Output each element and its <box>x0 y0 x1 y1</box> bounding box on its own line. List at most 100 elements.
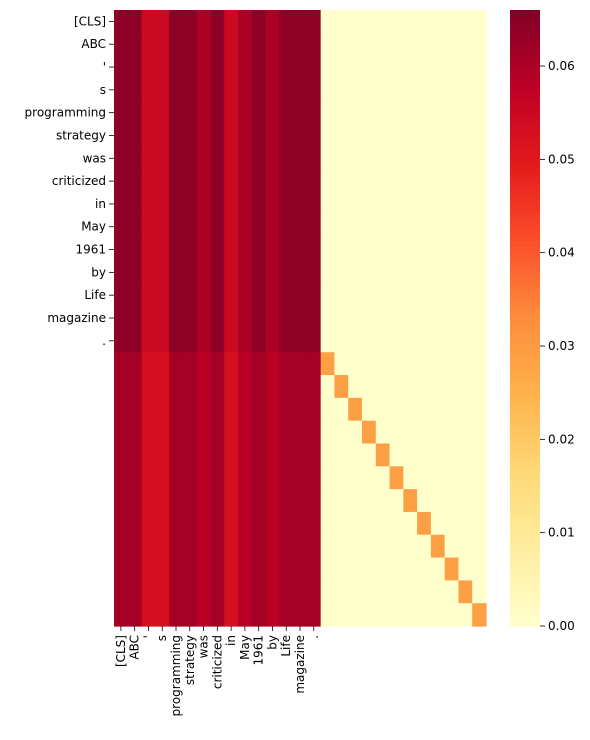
heatmap-cell <box>224 10 239 34</box>
heatmap-cell <box>334 124 349 148</box>
heatmap-cell <box>182 238 198 262</box>
heatmap-cell <box>362 32 377 57</box>
colorbar-segment <box>510 40 540 47</box>
heatmap-cell <box>155 260 170 285</box>
heatmap-cell <box>375 124 391 148</box>
heatmap-cell <box>265 10 280 34</box>
colorbar-segment <box>510 71 540 78</box>
heatmap-cell <box>403 32 418 57</box>
heatmap-cell <box>389 169 404 194</box>
heatmap-cell <box>224 375 239 399</box>
heatmap-cell <box>472 306 487 330</box>
heatmap-cell <box>210 306 225 330</box>
heatmap-cell <box>320 215 336 239</box>
heatmap-cell <box>375 534 391 559</box>
heatmap-cell <box>114 534 129 559</box>
heatmap-cell <box>127 146 143 171</box>
heatmap-cell <box>430 329 446 353</box>
heatmap-cell <box>375 375 391 399</box>
colorbar-segment <box>510 410 540 417</box>
heatmap-cell <box>141 580 156 604</box>
colorbar-segment <box>510 56 540 62</box>
heatmap-cell <box>127 466 143 490</box>
heatmap-cell <box>251 192 267 216</box>
heatmap-cell <box>141 489 156 513</box>
colorbar-segment <box>510 92 540 98</box>
colorbar-segment <box>510 287 540 293</box>
colorbar-tick-label: 0.06 <box>548 59 575 73</box>
heatmap-cell <box>210 534 225 559</box>
heatmap-cell <box>348 238 363 262</box>
heatmap-cell <box>334 55 349 80</box>
heatmap-cell <box>375 489 391 513</box>
x-tick-labels: [CLS] ABC ' s programming strategy was criticiz… <box>114 626 321 716</box>
heatmap-cell <box>362 534 377 559</box>
heatmap-cell <box>114 215 129 239</box>
heatmap-cell <box>141 534 156 559</box>
heatmap-cell <box>306 557 322 581</box>
heatmap-cell <box>114 10 129 34</box>
heatmap-cell <box>155 420 170 445</box>
heatmap-cell <box>403 124 418 148</box>
heatmap-cell <box>224 352 239 376</box>
colorbar-segment <box>510 425 540 432</box>
heatmap-cell <box>196 443 212 467</box>
heatmap-cell <box>155 124 170 148</box>
heatmap-cell <box>155 32 170 57</box>
heatmap-cell <box>472 443 487 467</box>
heatmap-cell <box>155 489 170 513</box>
heatmap-cell <box>114 283 129 308</box>
heatmap-cell <box>417 466 432 490</box>
heatmap-cell <box>265 146 280 171</box>
heatmap-cell <box>169 146 184 171</box>
heatmap-cell <box>182 10 198 34</box>
colorbar-segment <box>510 497 540 504</box>
heatmap-cell <box>196 306 212 330</box>
heatmap-cell <box>320 101 336 125</box>
heatmap-cell <box>430 557 446 581</box>
heatmap-cell <box>251 489 267 513</box>
heatmap-cell <box>362 443 377 467</box>
heatmap-cell <box>182 169 198 194</box>
heatmap-cell <box>458 329 473 353</box>
heatmap-cell <box>251 557 267 581</box>
heatmap-cell <box>210 466 225 490</box>
heatmap-cell <box>375 329 391 353</box>
heatmap-cell <box>362 192 377 216</box>
colorbar-segment <box>510 513 540 519</box>
heatmap-cell <box>182 397 198 422</box>
heatmap-cell <box>458 215 473 239</box>
heatmap-cell <box>430 352 446 376</box>
colorbar-segment <box>510 174 540 180</box>
colorbar-segment <box>510 595 540 601</box>
heatmap-cell <box>389 580 404 604</box>
heatmap-cell <box>334 283 349 308</box>
heatmap-cell <box>320 420 336 445</box>
heatmap-cell <box>375 511 391 536</box>
colorbar-segment <box>510 302 540 309</box>
heatmap-cell <box>114 489 129 513</box>
heatmap-cell <box>348 557 363 581</box>
heatmap-cell <box>265 283 280 308</box>
heatmap-cell <box>375 306 391 330</box>
heatmap-cell <box>182 260 198 285</box>
x-tick-label: ' <box>141 635 155 638</box>
heatmap-cell <box>141 603 156 627</box>
heatmap-cell <box>334 329 349 353</box>
heatmap-cell <box>210 603 225 627</box>
heatmap-cell <box>375 192 391 216</box>
heatmap-cell <box>114 260 129 285</box>
heatmap-cell <box>444 603 460 627</box>
heatmap-cell <box>169 466 184 490</box>
colorbar-segment <box>510 466 540 473</box>
heatmap-cell <box>306 260 322 285</box>
heatmap-cell <box>403 329 418 353</box>
colorbar-segment <box>510 261 540 268</box>
colorbar-segment <box>510 528 540 535</box>
heatmap-cell <box>238 124 253 148</box>
heatmap-cell <box>403 146 418 171</box>
heatmap-cell <box>334 10 349 34</box>
heatmap-cell <box>348 283 363 308</box>
heatmap-cell <box>210 352 225 376</box>
colorbar-segment <box>510 225 540 232</box>
